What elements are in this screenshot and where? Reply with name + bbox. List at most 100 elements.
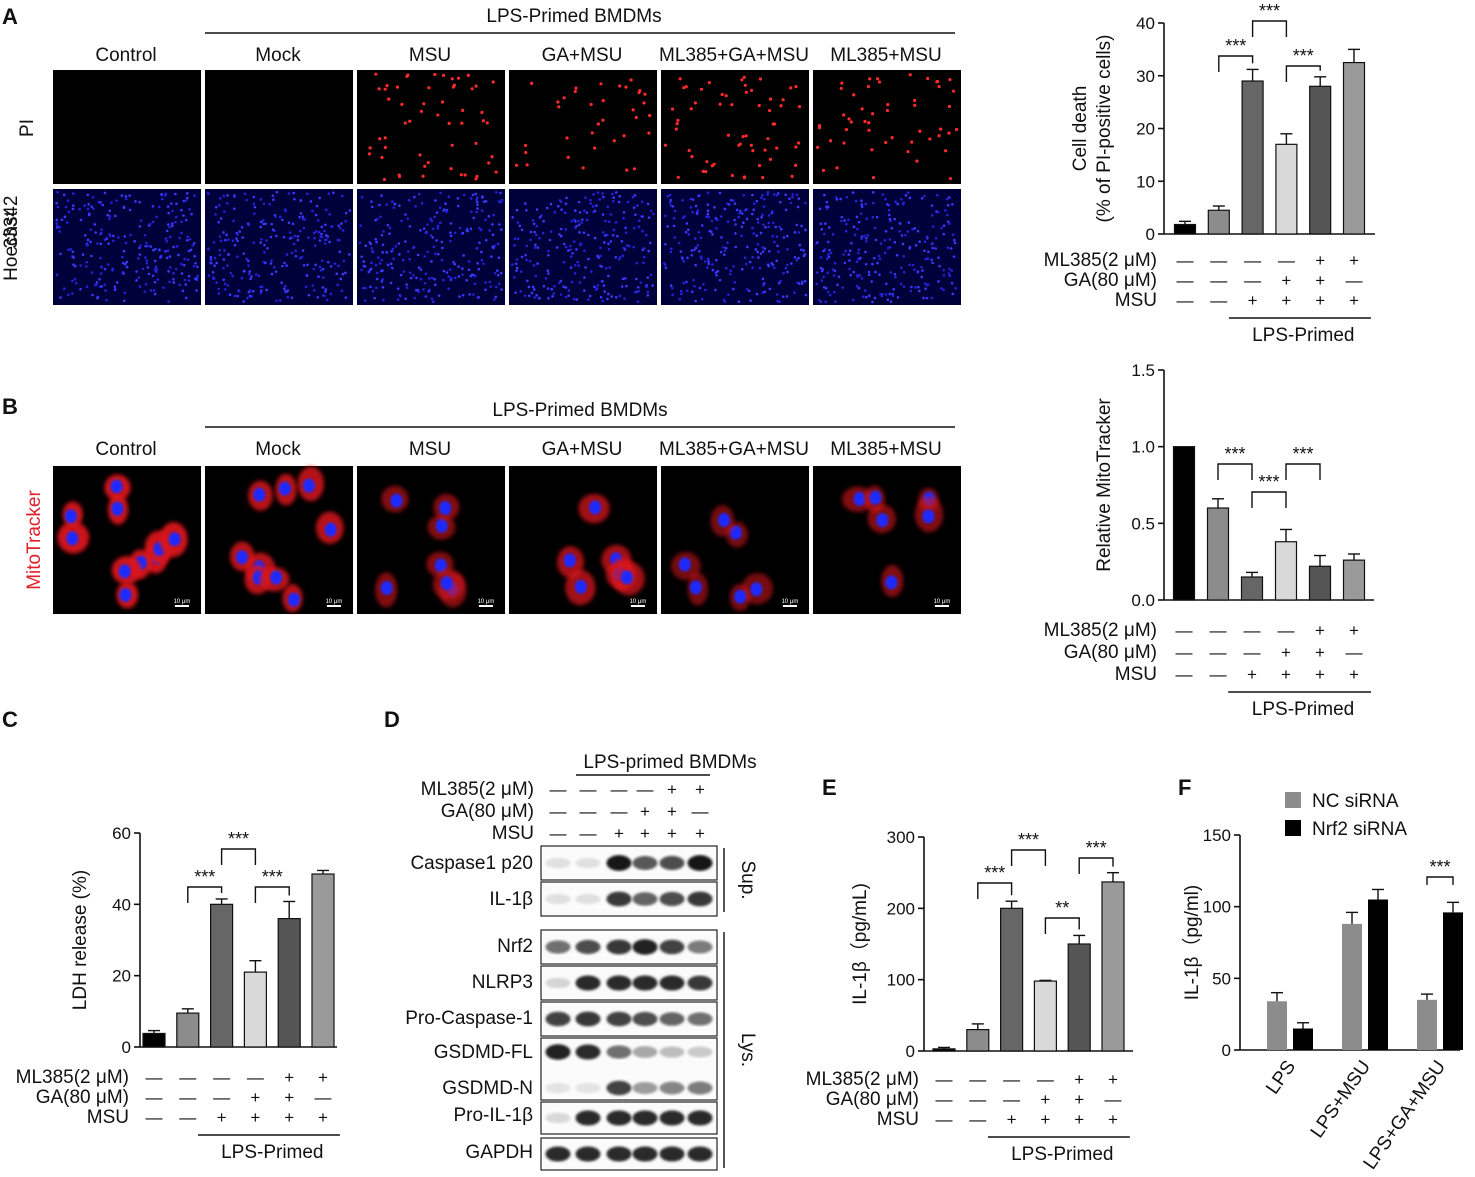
nucleus (314, 263, 317, 267)
nucleus (482, 262, 485, 266)
nucleus (168, 235, 172, 239)
pi-positive-cell (913, 98, 917, 103)
significance-bracket (1217, 463, 1253, 480)
blot-band (606, 1146, 632, 1162)
nucleus (467, 268, 471, 272)
nucleus (185, 196, 189, 200)
nucleus (233, 243, 237, 247)
nucleus (784, 266, 788, 270)
bar (176, 1012, 200, 1048)
nucleus (621, 277, 625, 281)
nucleus (380, 581, 393, 596)
nucleus (339, 277, 343, 281)
nucleus (534, 243, 537, 247)
panel-letter-d: D (384, 707, 400, 732)
bar (999, 907, 1024, 1052)
nucleus (171, 209, 174, 213)
nucleus (751, 266, 755, 269)
pi-positive-cell (422, 102, 426, 106)
nucleus (434, 199, 437, 202)
nucleus (851, 191, 855, 194)
nucleus (755, 234, 759, 237)
blot-band (606, 1045, 632, 1059)
nucleus (636, 285, 640, 289)
nucleus (408, 257, 411, 261)
nucleus (744, 262, 748, 266)
nucleus (371, 289, 375, 293)
nucleus (399, 273, 403, 277)
nucleus (338, 227, 342, 230)
nucleus (207, 274, 211, 277)
blot-label: Nrf2 (497, 936, 533, 957)
y-tick-label: 10 (1136, 172, 1155, 191)
nucleus (641, 229, 644, 233)
nucleus (170, 224, 174, 228)
nucleus (439, 221, 442, 225)
nucleus (867, 273, 871, 277)
nucleus (438, 206, 442, 210)
nucleus (603, 234, 607, 237)
nucleus (819, 266, 823, 270)
nucleus (699, 236, 703, 240)
nucleus (120, 194, 124, 197)
nucleus (797, 231, 801, 234)
nucleus (573, 240, 576, 243)
nucleus (612, 228, 616, 232)
treatment-row-label: GA(80 μM) (1064, 642, 1157, 663)
nucleus (885, 575, 898, 590)
pi-positive-cell (480, 110, 484, 114)
nucleus (589, 500, 602, 515)
pi-positive-cell (637, 90, 641, 95)
pi-positive-cell (400, 102, 404, 106)
nucleus (414, 204, 417, 208)
blot-band (687, 1110, 713, 1126)
nucleus (860, 203, 864, 206)
nucleus (283, 261, 286, 265)
panel-b-micrographs: 10 μm 10 μm 10 μm 10 μm 10 μm 10 μm (53, 466, 961, 614)
nucleus (473, 282, 477, 286)
nucleus (531, 285, 535, 289)
nucleus (947, 196, 951, 199)
treatment-sign: — (179, 1088, 196, 1107)
bar (1241, 80, 1264, 235)
panel-letter-e: E (822, 775, 837, 800)
nucleus (899, 222, 902, 225)
nucleus (856, 227, 859, 231)
nucleus (475, 246, 479, 250)
nucleus (91, 293, 94, 297)
pi-positive-cell (408, 119, 412, 123)
y-tick-label: 150 (1203, 826, 1231, 845)
nucleus (340, 222, 343, 225)
nucleus (490, 255, 493, 258)
nucleus (193, 254, 196, 258)
pi-positive-cell (433, 72, 437, 77)
blot-band (632, 1011, 658, 1027)
blot-band (659, 1146, 685, 1162)
nucleus (834, 196, 838, 199)
significance-label: *** (1293, 46, 1314, 66)
nucleus (704, 288, 707, 292)
nucleus (259, 285, 262, 289)
nucleus (637, 289, 641, 293)
nucleus (710, 219, 714, 223)
nucleus (233, 207, 236, 210)
nucleus (873, 226, 877, 230)
nucleus (192, 242, 196, 245)
nucleus (265, 288, 268, 292)
nucleus (800, 224, 803, 228)
nucleus (314, 213, 318, 217)
treatment-sign: + (1007, 1110, 1017, 1129)
nucleus (559, 293, 563, 296)
nucleus (770, 211, 774, 215)
nucleus (837, 275, 841, 279)
pi-positive-cell (383, 145, 387, 150)
nucleus (124, 195, 128, 198)
nucleus (682, 260, 686, 263)
nucleus (518, 224, 522, 228)
nucleus (902, 285, 906, 288)
nucleus (859, 256, 862, 260)
panel-a-row-hoechst: Hoechst33342 (1, 196, 22, 281)
nucleus (304, 285, 308, 289)
blot-treatment-sign: — (580, 802, 597, 821)
nucleus (66, 199, 70, 202)
